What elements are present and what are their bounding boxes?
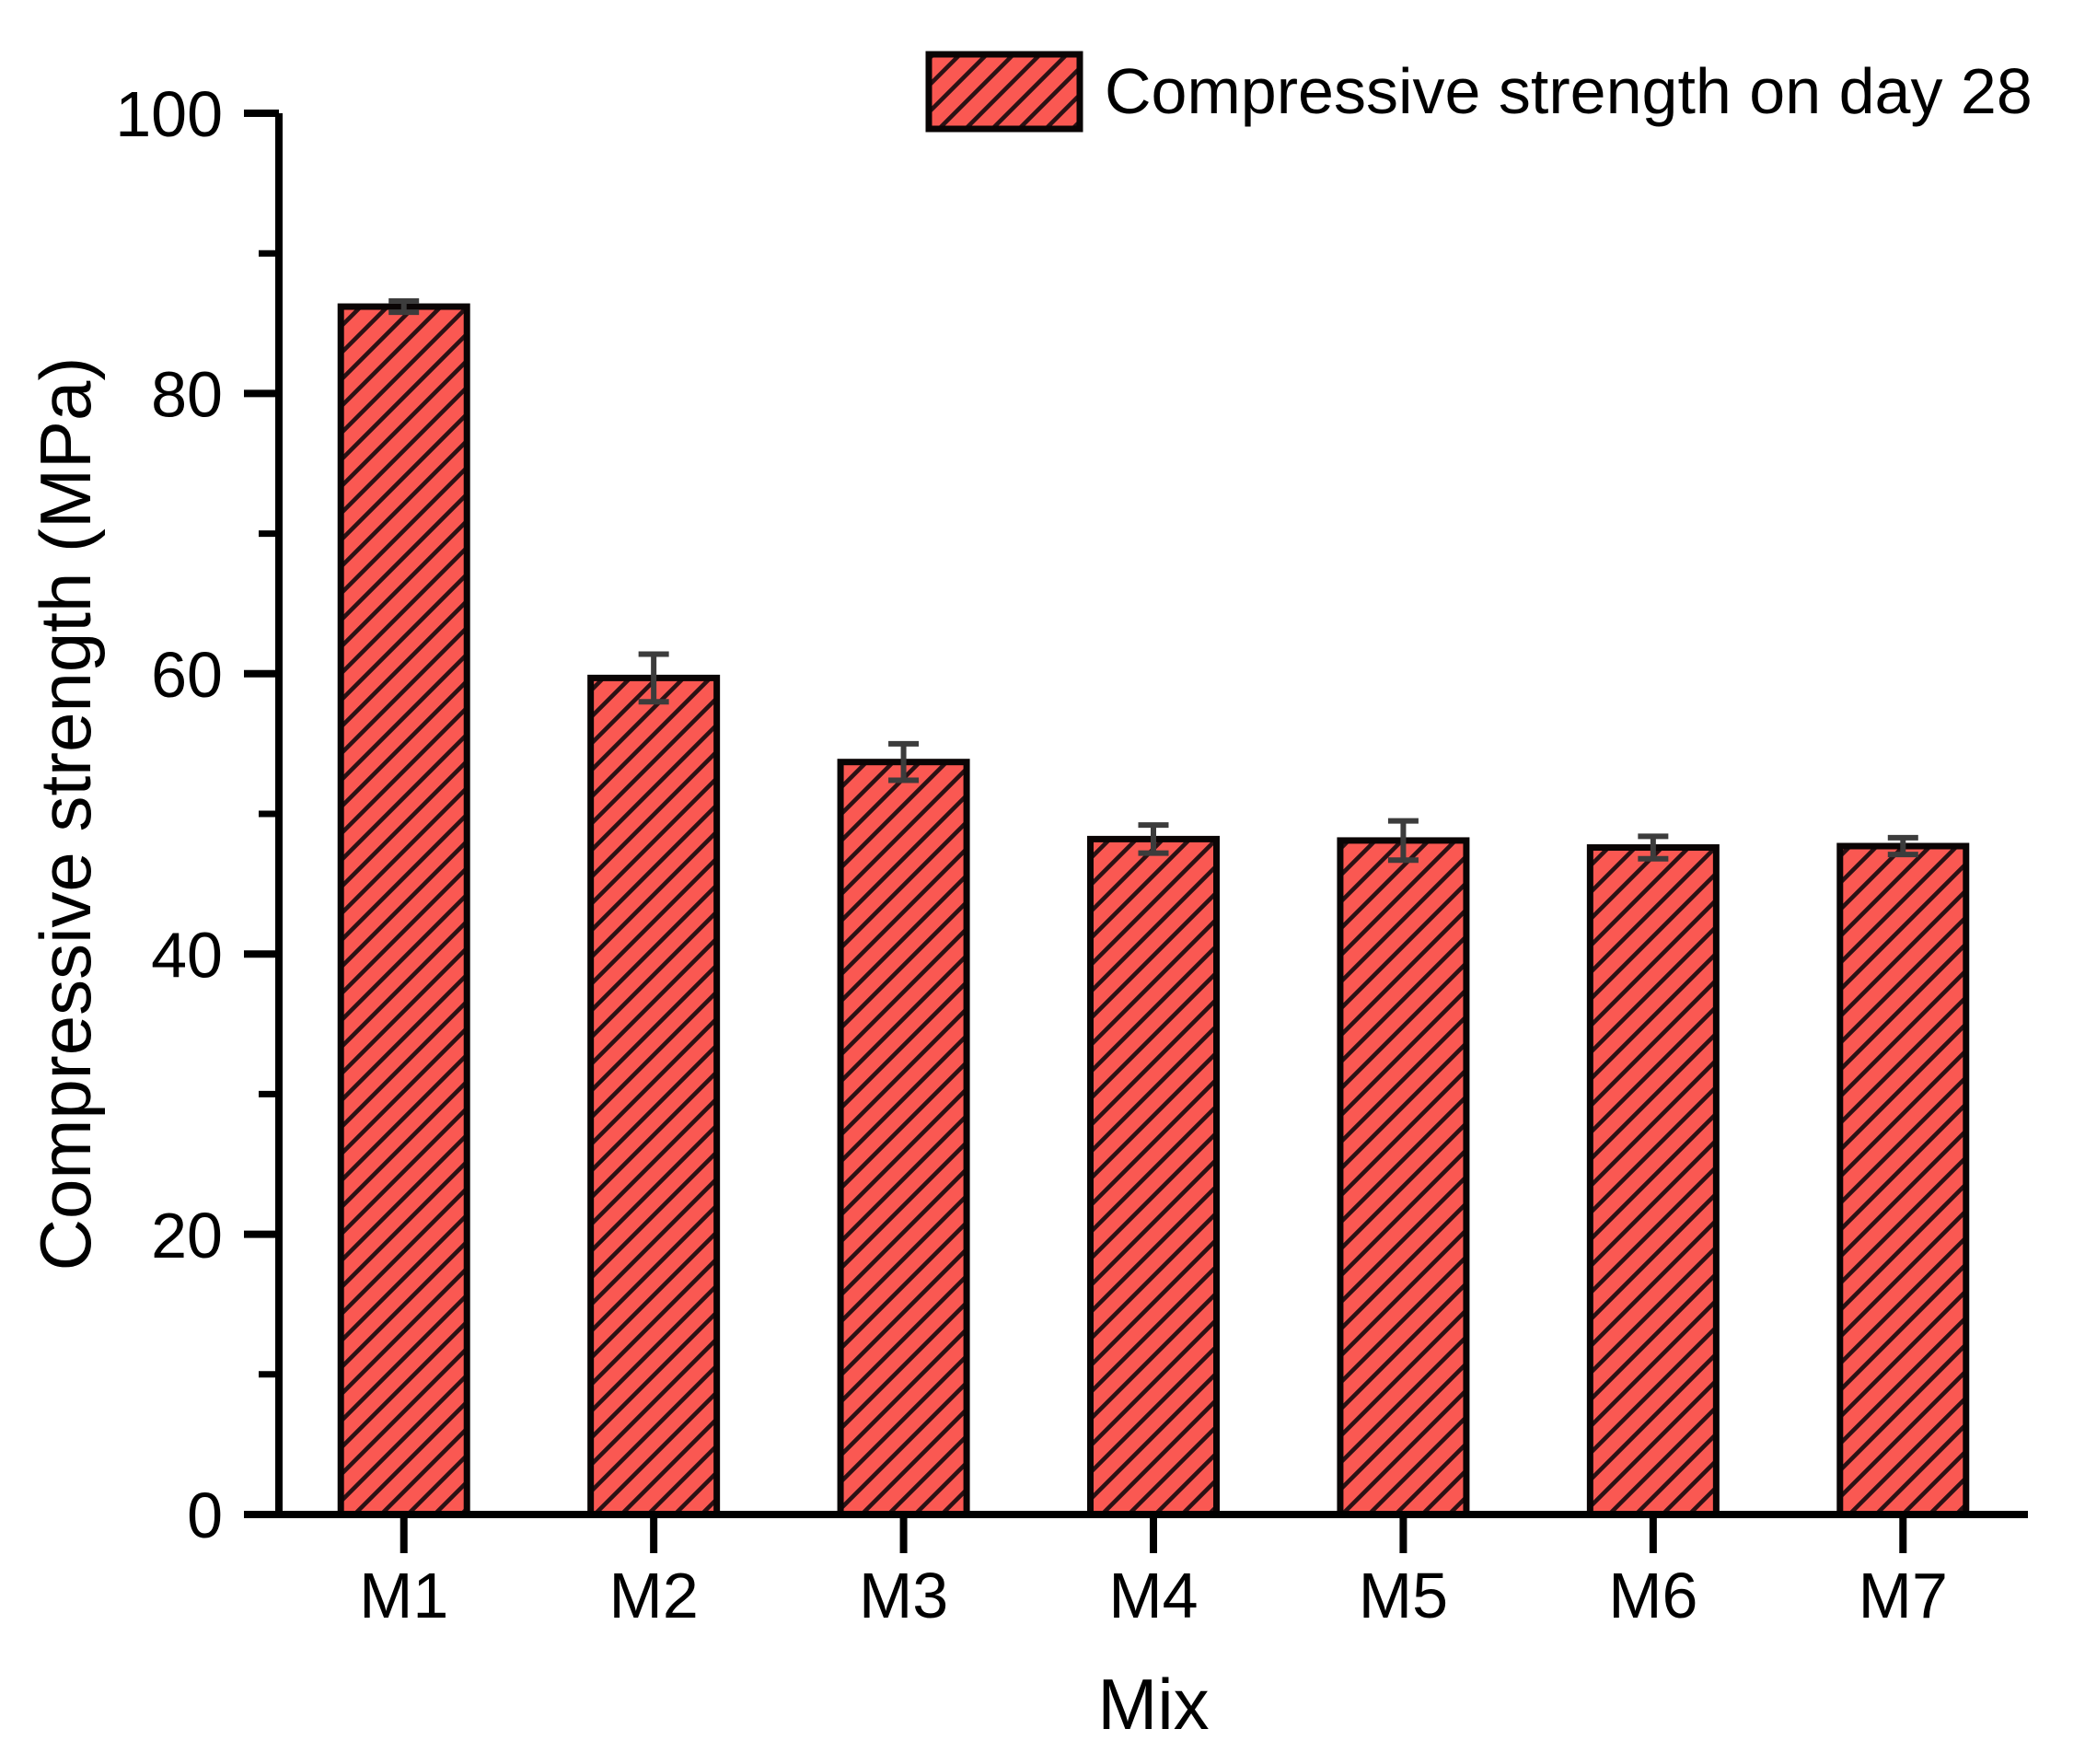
plot-area: 0 20 40 60 80 100 M1 M2 M3 M4 M5 M6 M7 xyxy=(115,78,2028,1631)
x-tick-label: M5 xyxy=(1359,1560,1448,1631)
bar-M5 xyxy=(1337,837,1470,1518)
y-tick-label: 80 xyxy=(151,359,223,431)
x-axis-title: Mix xyxy=(1097,1664,1209,1745)
x-tick-label: M6 xyxy=(1608,1560,1697,1631)
y-tick-label: 20 xyxy=(151,1200,223,1271)
bar-M2 xyxy=(587,674,721,1518)
bar-M4 xyxy=(1087,835,1220,1518)
bar-M1 xyxy=(337,303,470,1518)
y-tick-label: 0 xyxy=(187,1480,223,1551)
error-bar-M7 xyxy=(1887,834,1918,858)
y-axis-title: Compressive strength (MPa) xyxy=(25,357,106,1271)
bar-M3 xyxy=(837,759,970,1518)
x-tick-label: M7 xyxy=(1859,1560,1948,1631)
error-bar-M5 xyxy=(1387,818,1419,864)
legend-label: Compressive strength on day 28 xyxy=(1105,55,2033,127)
x-tick-label: M3 xyxy=(859,1560,948,1631)
bar-M6 xyxy=(1586,844,1720,1518)
y-tick-label: 100 xyxy=(115,78,223,150)
y-tick-label: 60 xyxy=(151,639,223,711)
x-tick-label: M1 xyxy=(359,1560,448,1631)
x-tick-label: M4 xyxy=(1108,1560,1198,1631)
error-bar-M4 xyxy=(1138,822,1169,856)
error-bar-M6 xyxy=(1638,833,1669,862)
legend: Compressive strength on day 28 xyxy=(925,51,2033,133)
error-bar-M3 xyxy=(888,740,920,783)
bar-M7 xyxy=(1836,842,1970,1518)
legend-swatch-icon xyxy=(925,51,1083,133)
error-bar-M2 xyxy=(638,651,669,705)
x-tick-label: M2 xyxy=(609,1560,699,1631)
error-bar-M1 xyxy=(388,297,420,316)
y-tick-label: 40 xyxy=(151,919,223,991)
